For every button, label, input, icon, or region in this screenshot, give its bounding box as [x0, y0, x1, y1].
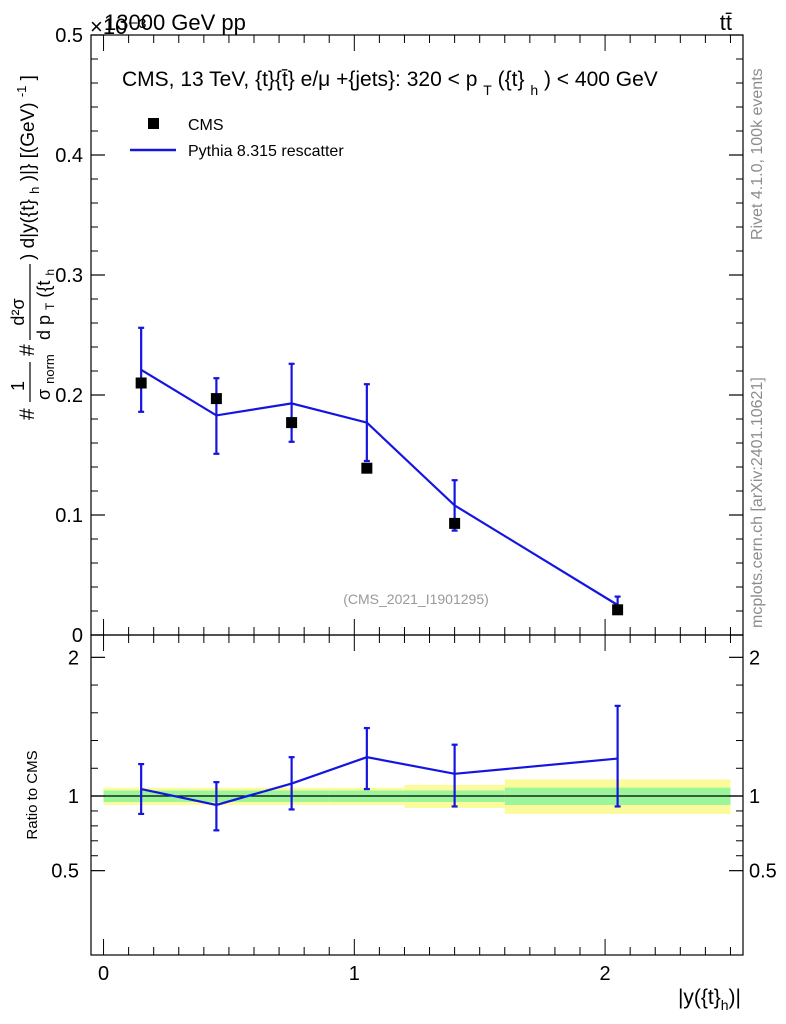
legend: CMS Pythia 8.315 rescatter	[130, 117, 344, 160]
ratio-pythia-line	[140, 756, 618, 807]
ylabel-sigma: σ	[34, 389, 54, 400]
svg-text:d p T ({t: d p T ({t h	[34, 269, 58, 340]
ratio-series	[138, 704, 621, 832]
main-y-tick-label: 0.4	[55, 145, 83, 167]
ratio-y-tick-label: 0.5	[51, 861, 79, 883]
ylabel-tail-h: h	[27, 187, 42, 194]
main-series	[135, 326, 624, 616]
ratio-y-label: Ratio to CMS	[24, 750, 41, 839]
legend-label-cms: CMS	[188, 117, 224, 134]
cms-data-point	[612, 604, 624, 616]
main-y-tick-label: 0.3	[55, 265, 83, 287]
svg-text:σ norm: σ norm	[34, 354, 57, 400]
title-sub-t: T	[483, 82, 492, 98]
ratio-y-axis: 0.5 0.5 1 1 2 2	[51, 647, 777, 882]
cms-data-point	[449, 517, 461, 529]
ylabel-den-mid: ({t	[34, 281, 54, 298]
mcplots-label: mcplots.cern.ch [arXiv:2401.10621]	[749, 377, 766, 628]
main-y-tick-label: 0.1	[55, 505, 83, 527]
main-y-label: # 1 σ norm # d²σ d p T ({t h ) d|y({t} h…	[8, 75, 58, 420]
process-label: tt̄	[720, 10, 732, 35]
ratio-y-tick-label-right: 2	[749, 647, 760, 669]
main-x-ticks	[103, 35, 731, 635]
ylabel-tail-end: )|} [(GeV)	[18, 102, 39, 181]
ratio-y-tick-label: 1	[68, 786, 79, 808]
ratio-x-tick-label: 2	[600, 963, 611, 985]
ratio-x-tick-label: 0	[98, 963, 109, 985]
ratio-x-axis: 0 1 2	[98, 635, 731, 985]
main-y-tick-label: 0.5	[55, 25, 83, 47]
pythia-line	[140, 368, 619, 606]
ylabel-close: ]	[18, 75, 39, 80]
legend-label-pythia: Pythia 8.315 rescatter	[188, 143, 344, 160]
ratio-panel: 0.5 0.5 1 1 2 2 0 1 2 Ratio to CMS |y({t}h)|	[24, 634, 777, 1013]
cms-data-point	[361, 462, 373, 474]
cms-data-point	[135, 377, 147, 389]
main-y-axis: 0 0.1 0.2 0.3 0.4 0.5	[55, 25, 743, 647]
cms-data-point	[286, 417, 298, 429]
ylabel-hash: #	[16, 408, 39, 420]
x-axis-label: |y({t}h)|	[678, 986, 741, 1013]
ratio-y-tick-label: 2	[68, 647, 79, 669]
main-y-tick-label: 0	[72, 625, 83, 647]
title-prefix: CMS, 13 TeV, {t}{t̄} e/μ +{jets}: 320 < …	[122, 68, 477, 91]
ratio-x-tick-label: 1	[349, 963, 360, 985]
ylabel-hash2: #	[16, 344, 39, 356]
ylabel-exp: -1	[14, 86, 29, 98]
svg-text:#: #	[16, 408, 39, 420]
ylabel-one: 1	[8, 381, 28, 391]
ylabel-den-sub: T	[43, 302, 57, 310]
ylabel-den-h: h	[43, 269, 57, 276]
cms-data-point	[210, 393, 222, 405]
ratio-y-tick-label-right: 0.5	[749, 861, 777, 883]
plot-title: CMS, 13 TeV, {t}{t̄} e/μ +{jets}: 320 < …	[122, 68, 658, 100]
title-sub-h: h	[530, 82, 538, 98]
legend-marker-cms	[148, 118, 159, 129]
ylabel-norm: norm	[42, 354, 57, 384]
ylabel-num: d²σ	[8, 298, 28, 325]
ylabel-den: d p	[34, 315, 54, 340]
energy-label: 13000 GeV pp	[104, 10, 246, 35]
main-y-tick-label: 0.2	[55, 385, 83, 407]
title-mid: ({t}	[498, 68, 525, 91]
svg-text:) d|y({t} h )|: ) d|y({t} h )|} [(GeV) -1 ]	[10, 75, 44, 260]
ratio-frame	[90, 634, 744, 956]
main-panel: 0 0.1 0.2 0.3 0.4 0.5 CMS, 13 TeV, {t}{t̄} e/…	[8, 25, 744, 647]
rivet-label: Rivet 4.1.0, 100k events	[749, 68, 766, 240]
analysis-watermark: (CMS_2021_I1901295)	[343, 591, 489, 607]
ratio-bands	[103, 779, 731, 814]
title-suffix: ) < 400 GeV	[544, 68, 658, 91]
ylabel-tail: ) d|y({t}	[18, 199, 39, 260]
ratio-y-tick-label-right: 1	[749, 786, 760, 808]
